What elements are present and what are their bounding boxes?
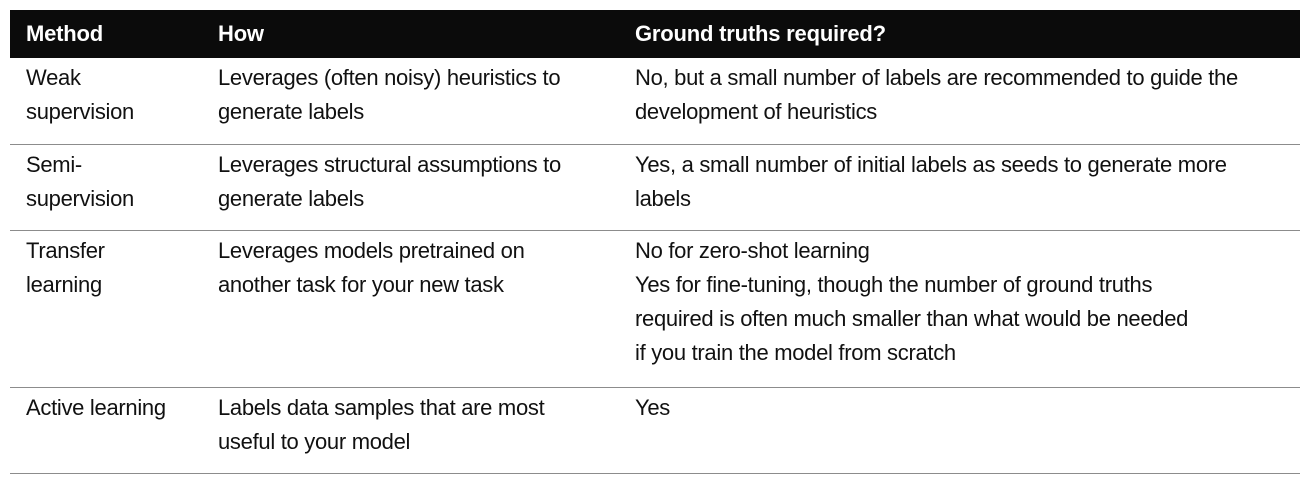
cell-text-line: Weak xyxy=(26,65,81,90)
cell-method: Transfer learning xyxy=(10,230,202,388)
cell-text-line: Yes for fine-tuning, though the number o… xyxy=(635,271,1153,297)
cell-method: Semi- supervision xyxy=(10,144,202,231)
cell-text-line: development of heuristics xyxy=(635,99,877,124)
cell-text-line: if you train the model from scratch xyxy=(635,339,956,365)
cell-text-line: labels xyxy=(635,185,691,211)
cell-text-line: useful to your model xyxy=(218,428,411,454)
table-row: Transfer learning Leverages models pretr… xyxy=(10,230,1300,388)
cell-ground-truths: Yes xyxy=(619,387,1300,474)
cell-text-line: generate labels xyxy=(218,185,364,211)
cell-text-line: Yes, a small number of initial labels as… xyxy=(635,151,1227,177)
cell-text-line: Semi- xyxy=(26,151,82,177)
table-header: Method How Ground truths required? xyxy=(10,10,1300,58)
cell-text-line: Labels data samples that are most xyxy=(218,394,545,420)
header-row: Method How Ground truths required? xyxy=(10,10,1300,58)
cell-text-line: Leverages models pretrained on xyxy=(218,237,525,263)
table-row: Active learning Labels data samples that… xyxy=(10,387,1300,474)
cell-ground-truths: No, but a small number of labels are rec… xyxy=(619,58,1300,145)
table-row: Weak supervision Leverages (often noisy)… xyxy=(10,58,1300,145)
cell-how: Leverages (often noisy) heuristics to ge… xyxy=(202,58,619,145)
cell-how: Labels data samples that are most useful… xyxy=(202,387,619,474)
table-body: Weak supervision Leverages (often noisy)… xyxy=(10,58,1300,474)
cell-text-line: learning xyxy=(26,271,102,297)
cell-method: Weak supervision xyxy=(10,58,202,145)
cell-how: Leverages models pretrained on another t… xyxy=(202,230,619,388)
comparison-table: Method How Ground truths required? Weak … xyxy=(10,10,1300,474)
cell-how: Leverages structural assumptions to gene… xyxy=(202,144,619,231)
cell-text-line: No, but a small number of labels are rec… xyxy=(635,65,1238,90)
comparison-table-container: Method How Ground truths required? Weak … xyxy=(10,10,1300,474)
cell-text-line: Leverages structural assumptions to xyxy=(218,151,561,177)
cell-text-line: Yes xyxy=(635,394,670,420)
table-row: Semi- supervision Leverages structural a… xyxy=(10,144,1300,231)
cell-text-line: Leverages (often noisy) heuristics to xyxy=(218,65,561,90)
cell-text-line: No for zero-shot learning xyxy=(635,237,870,263)
cell-text-line: Active learning xyxy=(26,394,166,420)
cell-text-line: another task for your new task xyxy=(218,271,504,297)
cell-method: Active learning xyxy=(10,387,202,474)
cell-text-line: required is often much smaller than what… xyxy=(635,305,1189,331)
cell-text-line: supervision xyxy=(26,99,134,124)
cell-text-line: generate labels xyxy=(218,99,364,124)
header-method: Method xyxy=(10,10,202,58)
cell-text-line: Transfer xyxy=(26,237,105,263)
header-ground-truths: Ground truths required? xyxy=(619,10,1300,58)
header-how: How xyxy=(202,10,619,58)
cell-text-line: supervision xyxy=(26,185,134,211)
cell-ground-truths: Yes, a small number of initial labels as… xyxy=(619,144,1300,231)
cell-ground-truths: No for zero-shot learning Yes for fine-t… xyxy=(619,230,1300,388)
